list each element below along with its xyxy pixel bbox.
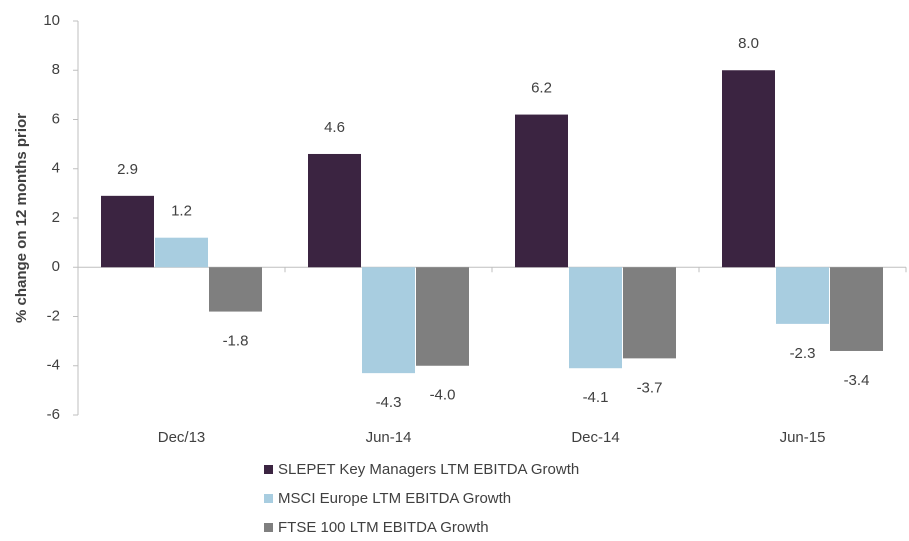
x-tick-label: Dec-14 [571,429,619,446]
bar [623,267,676,359]
value-label: 1.2 [171,203,192,220]
value-label: 4.6 [324,119,345,136]
bar [569,267,622,369]
bar [776,267,829,324]
y-tick-label: -2 [47,307,60,324]
bar [722,70,775,268]
value-label: -3.4 [844,372,870,389]
x-tick-label: Dec/13 [158,429,206,446]
y-tick-label: 0 [52,258,60,275]
legend-swatch [264,494,273,503]
bar [308,153,361,268]
value-label: 8.0 [738,35,759,52]
y-tick-label: 4 [52,160,60,177]
x-tick-label: Jun-14 [366,429,412,446]
y-tick-label: 10 [43,12,60,29]
value-label: -4.1 [583,389,609,406]
y-axis-title: % change on 12 months prior [13,113,30,323]
legend-label: SLEPET Key Managers LTM EBITDA Growth [278,461,579,478]
y-tick-label: 6 [52,110,60,127]
legend-swatch [264,523,273,532]
bar [416,267,469,366]
bar [155,237,208,268]
bar [362,267,415,374]
y-tick-label: 2 [52,209,60,226]
legend-label: MSCI Europe LTM EBITDA Growth [278,490,511,507]
value-label: -3.7 [637,379,663,396]
x-tick-label: Jun-15 [780,429,826,446]
legend-label: FTSE 100 LTM EBITDA Growth [278,519,489,536]
bar [515,114,568,268]
value-label: -2.3 [790,345,816,362]
bar [209,267,262,312]
bar [830,267,883,351]
value-label: -1.8 [223,333,249,350]
value-label: 2.9 [117,161,138,178]
value-label: -4.0 [430,387,456,404]
y-tick-label: -4 [47,357,60,374]
legend-swatch [264,465,273,474]
value-label: -4.3 [376,394,402,411]
value-label: 6.2 [531,80,552,97]
bar [101,195,154,268]
y-tick-label: -6 [47,406,60,423]
y-tick-label: 8 [52,61,60,78]
